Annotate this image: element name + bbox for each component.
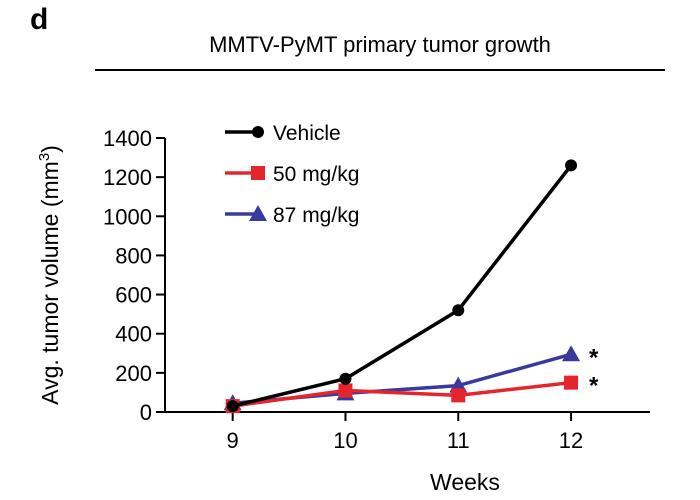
significance-star: * [589,373,599,400]
axes [164,138,650,413]
y-ticks: 0 200 400 600 800 1000 1200 1400 [103,126,165,425]
y-tick-label: 400 [115,322,152,347]
series-vehicle [226,159,578,413]
legend-swatch-marker [249,205,267,221]
y-axis-label-superscript: 3 [36,153,53,161]
y-tick-label: 800 [115,243,152,268]
x-ticks: 9 10 11 12 [227,412,583,453]
data-point-vehicle [452,304,465,317]
legend-swatch-marker [252,126,264,138]
data-point-vehicle [226,400,239,413]
y-axis-label: Avg. tumor volume (mm3) [36,145,63,405]
series-line-50-mg-kg [232,380,572,408]
y-tick-label: 1400 [103,126,152,151]
x-tick-label: 11 [447,428,470,453]
data-point-87-mg-kg [562,345,581,362]
series-line-87-mg-kg [232,352,572,405]
y-tick-label: 1000 [103,204,152,229]
data-point-50-mg-kg [338,383,353,398]
y-tick-label: 0 [140,400,152,425]
data-point-vehicle [339,372,352,385]
y-axis-label-suffix: ) [37,145,63,153]
y-tick-label: 600 [115,283,152,308]
significance-star: * [589,344,599,371]
x-axis-label: Weeks [430,469,500,495]
legend-entry-50-mg-kg: 50 mg/kg [225,163,359,186]
y-tick-label: 200 [115,361,152,386]
y-tick-label: 1200 [103,165,152,190]
series-line-vehicle [232,164,573,408]
x-tick-label: 9 [227,428,239,453]
chart-title: MMTV-PyMT primary tumor growth [209,32,551,57]
legend-entry-87-mg-kg: 87 mg/kg [225,204,359,227]
legend: Vehicle 50 mg/kg 87 mg/kg [225,122,359,227]
legend-entry-vehicle: Vehicle [225,122,341,145]
legend-label: 50 mg/kg [273,163,359,186]
x-tick-label: 12 [559,428,583,453]
data-point-50-mg-kg [451,388,466,403]
data-point-vehicle [565,159,578,172]
legend-label: 87 mg/kg [273,204,359,227]
annotations: ** [589,344,599,399]
data-point-50-mg-kg [564,375,579,390]
legend-swatch-marker [251,166,265,180]
x-tick-label: 10 [333,428,357,453]
series-layer [223,159,581,414]
legend-label: Vehicle [273,122,341,145]
y-axis-label-text: Avg. tumor volume (mm [37,161,63,405]
panel-label: d [30,3,48,36]
